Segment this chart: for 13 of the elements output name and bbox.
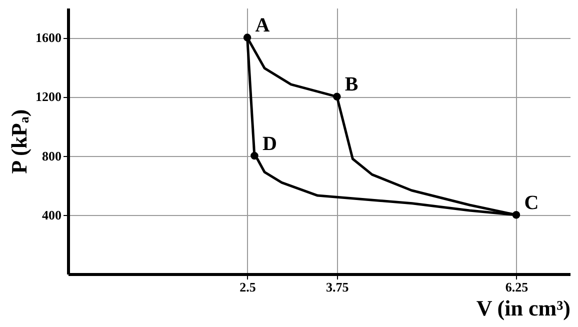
annotation: B (344, 74, 358, 96)
y-tick-label: 1600 (36, 30, 62, 46)
y-axis-title: P (kPₐ) (6, 109, 32, 174)
x-tick-label: 2.5 (240, 280, 256, 294)
x-tick-label: 3.75 (326, 280, 350, 294)
annotation: A (255, 14, 270, 37)
annotation: D (262, 132, 277, 155)
y-tick-label: 400 (42, 207, 62, 222)
y-tick-label: 1200 (36, 89, 62, 104)
annotation: C (524, 192, 539, 214)
x-axis-title: V (in cm³) (476, 296, 570, 320)
y-tick-label: 800 (42, 148, 62, 164)
x-tick-label: 6.25 (505, 280, 529, 294)
